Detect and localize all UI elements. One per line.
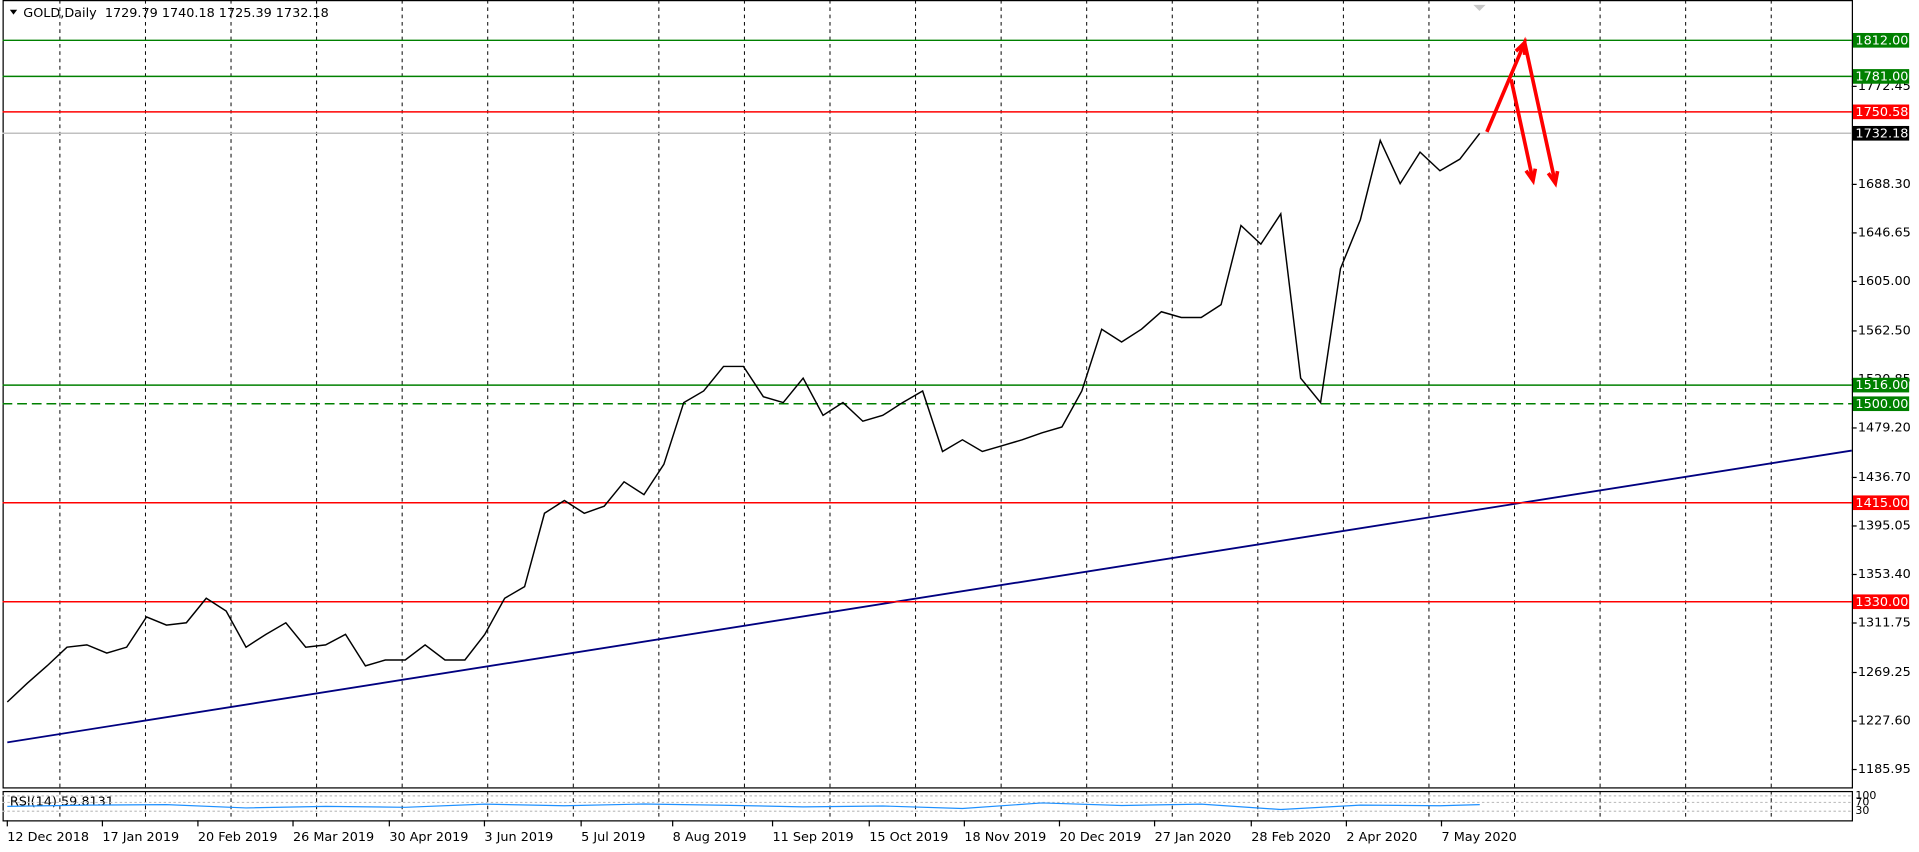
y-tick-label: 1436.70: [1858, 470, 1911, 485]
arrow: [1509, 78, 1535, 182]
x-tick-label: 8 Aug 2019: [673, 830, 747, 845]
arrow-head: [1514, 38, 1527, 55]
rsi-frame: [2, 790, 1854, 822]
x-tick-label: 20 Feb 2019: [198, 830, 278, 845]
y-tick-label: 1395.05: [1858, 518, 1911, 533]
level-label: 1781.00: [1855, 70, 1908, 85]
x-tick-label: 5 Jul 2019: [581, 830, 645, 845]
y-tick-label: 1688.30: [1858, 177, 1911, 192]
y-tick-label: 1646.65: [1858, 225, 1911, 240]
x-tick-label: 18 Nov 2019: [964, 830, 1046, 845]
level-box: [1853, 377, 1910, 393]
x-tick-label: 3 Jun 2019: [484, 830, 553, 845]
y-tick-label: 1353.40: [1858, 567, 1911, 582]
level-box: [1853, 32, 1910, 48]
x-tick-label: 26 Mar 2019: [293, 830, 374, 845]
y-tick-label: 1227.60: [1858, 714, 1911, 729]
level-label: 1750.58: [1855, 105, 1908, 120]
x-tick-label: 17 Jan 2019: [102, 830, 179, 845]
price-line: [6, 132, 1481, 703]
trendline: [7, 449, 1852, 744]
arrow-head: [1546, 170, 1560, 188]
menu-marker: [9, 9, 18, 15]
x-tick-label: 20 Dec 2019: [1059, 830, 1141, 845]
level-label: 1516.00: [1855, 378, 1908, 393]
x-tick-label: 12 Dec 2018: [7, 830, 89, 845]
arrow-head: [1524, 168, 1538, 186]
level-box: [1853, 396, 1910, 412]
x-tick-label: 28 Feb 2020: [1251, 830, 1331, 845]
y-tick-label: 1185.95: [1858, 762, 1911, 777]
level-box: [1853, 125, 1910, 141]
header: GOLD,Daily 1729.79 1740.18 1725.39 1732.…: [23, 6, 328, 21]
level-label: 1500.00: [1855, 397, 1908, 412]
y-tick-label: 1479.20: [1858, 420, 1911, 435]
level-box: [1853, 495, 1910, 511]
level-label: 1812.00: [1855, 33, 1908, 48]
x-tick-label: 2 Apr 2020: [1346, 830, 1417, 845]
x-tick-label: 15 Oct 2019: [869, 830, 948, 845]
y-tick-label: 1269.25: [1858, 665, 1911, 680]
main-frame: [2, 0, 1854, 789]
level-box: [1853, 104, 1910, 120]
level-label: 1415.00: [1855, 496, 1908, 511]
y-tick-label: 1605.00: [1858, 274, 1911, 289]
x-tick-label: 11 Sep 2019: [773, 830, 854, 845]
y-tick-label: 1562.50: [1858, 323, 1911, 338]
level-label: 1732.18: [1855, 126, 1908, 141]
rsi-tick-label: 100: [1855, 789, 1876, 802]
rsi-line: [7, 802, 1480, 811]
level-label: 1330.00: [1855, 595, 1908, 610]
level-box: [1853, 69, 1910, 84]
x-tick-label: 30 Apr 2019: [389, 830, 468, 845]
x-tick-label: 27 Jan 2020: [1155, 830, 1232, 845]
rsi-tick-label: 30: [1855, 804, 1869, 817]
x-tick-label: 7 May 2020: [1441, 830, 1516, 845]
level-box: [1853, 594, 1910, 610]
shift-marker: [1473, 4, 1486, 11]
y-tick-label: 1311.75: [1858, 616, 1911, 631]
rsi-tick-label: 70: [1855, 795, 1869, 808]
